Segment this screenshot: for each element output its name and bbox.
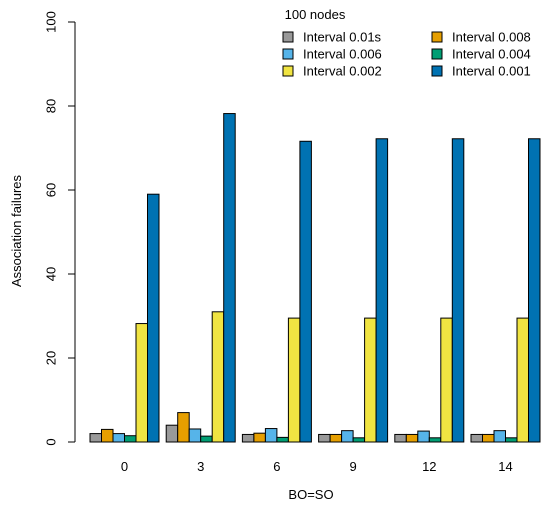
x-tick-label: 12: [422, 459, 436, 474]
y-axis-label: Association failures: [9, 175, 24, 287]
legend-label: Interval 0.01s: [303, 30, 382, 45]
bar: [147, 193, 160, 443]
legend-label: Interval 0.006: [303, 47, 382, 62]
y-tick-label: 0: [44, 438, 59, 445]
bar: [299, 140, 312, 443]
bar: [375, 138, 389, 443]
y-tick-label: 80: [44, 99, 59, 113]
bar: [394, 433, 407, 443]
bar: [428, 437, 442, 443]
bar: [451, 138, 465, 443]
bar: [505, 437, 518, 443]
bar: [264, 428, 278, 443]
x-tick-labels: 0 3 6 9 12 14: [121, 459, 513, 474]
y-axis: 0 20 40 60 80 100: [44, 11, 76, 446]
bar: [135, 323, 148, 443]
legend-label: Interval 0.004: [452, 47, 531, 62]
legend-swatch: [431, 65, 443, 77]
bar: [165, 424, 179, 443]
bar: [405, 433, 419, 443]
bar: [89, 433, 102, 443]
y-tick-label: 100: [44, 11, 59, 33]
bar: [200, 435, 213, 443]
y-tick-label: 20: [44, 351, 59, 365]
bar: [112, 433, 125, 443]
legend-label: Interval 0.008: [452, 30, 531, 45]
legend: Interval 0.01s Interval 0.008 Interval 0.0…: [282, 30, 531, 79]
bar: [528, 138, 541, 443]
bar: [318, 433, 331, 443]
bar: [223, 113, 236, 443]
x-tick-label: 3: [197, 459, 204, 474]
bar: [241, 433, 255, 443]
bar: [470, 433, 483, 443]
legend-swatch: [282, 31, 294, 43]
x-tick-label: 14: [498, 459, 512, 474]
bar: [440, 317, 453, 443]
bar: [482, 433, 495, 443]
bar: [341, 430, 354, 443]
x-tick-label: 6: [273, 459, 280, 474]
bar: [276, 436, 289, 443]
x-axis-label: BO=SO: [288, 487, 333, 502]
bar: [352, 437, 366, 443]
bars: [89, 113, 541, 443]
bar: [329, 433, 343, 443]
bar: [177, 412, 190, 443]
legend-swatch: [282, 65, 294, 77]
bar: [101, 428, 114, 443]
bar: [364, 317, 377, 443]
x-tick-label: 0: [121, 459, 128, 474]
legend-label: Interval 0.002: [303, 64, 382, 79]
legend-swatch: [431, 48, 443, 60]
bar: [417, 430, 430, 443]
legend-label: Interval 0.001: [452, 64, 531, 79]
y-tick-label: 40: [44, 267, 59, 281]
bar: [124, 435, 137, 443]
bar: [211, 311, 225, 443]
legend-swatch: [282, 48, 294, 60]
y-tick-label: 60: [44, 183, 59, 197]
legend-swatch: [431, 31, 443, 43]
bar: [516, 317, 529, 443]
x-tick-label: 9: [349, 459, 356, 474]
bar: [188, 428, 202, 443]
bar: [493, 430, 506, 443]
bar: [287, 317, 301, 443]
bar: [253, 432, 266, 443]
chart-title: 100 nodes: [285, 7, 346, 22]
